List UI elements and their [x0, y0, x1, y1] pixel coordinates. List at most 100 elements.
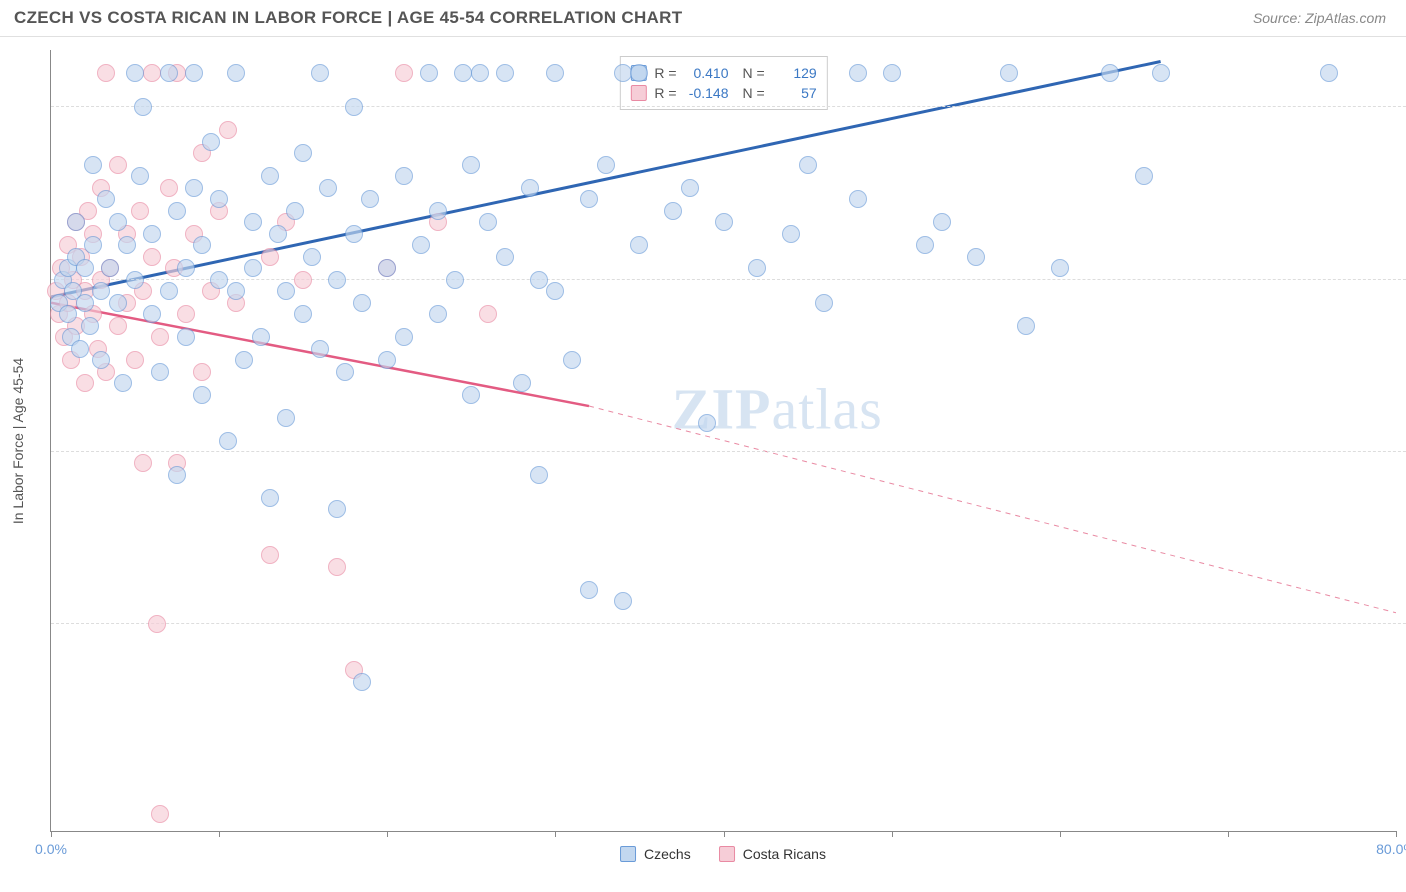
- scatter-point: [698, 414, 716, 432]
- gridline: [51, 279, 1406, 280]
- scatter-point: [143, 225, 161, 243]
- x-tick: [1060, 831, 1061, 837]
- scatter-point: [336, 363, 354, 381]
- scatter-point: [883, 64, 901, 82]
- regression-lines: [51, 50, 1396, 831]
- scatter-point: [580, 581, 598, 599]
- y-axis-title: In Labor Force | Age 45-54: [10, 358, 26, 524]
- scatter-point: [479, 305, 497, 323]
- scatter-point: [134, 454, 152, 472]
- watermark: ZIPatlas: [672, 376, 883, 443]
- scatter-point: [345, 98, 363, 116]
- scatter-point: [286, 202, 304, 220]
- chart-title: CZECH VS COSTA RICAN IN LABOR FORCE | AG…: [14, 8, 682, 28]
- scatter-point: [546, 282, 564, 300]
- scatter-point: [412, 236, 430, 254]
- scatter-point: [496, 64, 514, 82]
- scatter-point: [160, 282, 178, 300]
- scatter-point: [160, 179, 178, 197]
- scatter-point: [1051, 259, 1069, 277]
- scatter-point: [131, 167, 149, 185]
- legend-swatch: [719, 846, 735, 862]
- scatter-point: [148, 615, 166, 633]
- y-tick-label: 55.0%: [1401, 616, 1406, 632]
- scatter-point: [1101, 64, 1119, 82]
- scatter-point: [109, 156, 127, 174]
- scatter-point: [160, 64, 178, 82]
- scatter-point: [227, 282, 245, 300]
- scatter-point: [630, 64, 648, 82]
- scatter-point: [151, 363, 169, 381]
- scatter-point: [269, 225, 287, 243]
- scatter-point: [664, 202, 682, 220]
- scatter-point: [97, 190, 115, 208]
- scatter-point: [614, 592, 632, 610]
- x-tick: [51, 831, 52, 837]
- scatter-point: [185, 64, 203, 82]
- scatter-point: [101, 259, 119, 277]
- scatter-point: [151, 328, 169, 346]
- scatter-point: [151, 805, 169, 823]
- scatter-point: [849, 190, 867, 208]
- legend-stat-row: R =0.410N =129: [630, 63, 816, 83]
- scatter-point: [328, 500, 346, 518]
- scatter-point: [244, 213, 262, 231]
- scatter-point: [143, 64, 161, 82]
- scatter-point: [446, 271, 464, 289]
- scatter-point: [294, 305, 312, 323]
- scatter-point: [126, 351, 144, 369]
- scatter-point: [143, 305, 161, 323]
- scatter-point: [177, 328, 195, 346]
- scatter-point: [261, 546, 279, 564]
- scatter-point: [319, 179, 337, 197]
- scatter-point: [462, 156, 480, 174]
- legend-stat-text: R =0.410N =129: [654, 65, 816, 81]
- scatter-point: [378, 259, 396, 277]
- scatter-point: [311, 64, 329, 82]
- scatter-point: [109, 317, 127, 335]
- scatter-point: [454, 64, 472, 82]
- scatter-point: [131, 202, 149, 220]
- scatter-point: [76, 294, 94, 312]
- y-tick-label: 70.0%: [1401, 444, 1406, 460]
- chart-header: CZECH VS COSTA RICAN IN LABOR FORCE | AG…: [0, 0, 1406, 37]
- legend-label: Costa Ricans: [743, 846, 826, 862]
- plot-area: ZIPatlas R =0.410N =129R =-0.148N =57 55…: [50, 50, 1396, 832]
- x-tick: [724, 831, 725, 837]
- scatter-point: [71, 340, 89, 358]
- x-tick: [219, 831, 220, 837]
- scatter-point: [1017, 317, 1035, 335]
- scatter-point: [496, 248, 514, 266]
- scatter-point: [513, 374, 531, 392]
- scatter-point: [126, 64, 144, 82]
- gridline: [51, 623, 1406, 624]
- scatter-point: [328, 558, 346, 576]
- y-tick-label: 85.0%: [1401, 272, 1406, 288]
- scatter-point: [715, 213, 733, 231]
- scatter-point: [748, 259, 766, 277]
- legend-swatch: [620, 846, 636, 862]
- scatter-point: [462, 386, 480, 404]
- scatter-point: [429, 305, 447, 323]
- scatter-point: [210, 190, 228, 208]
- gridline: [51, 106, 1406, 107]
- scatter-point: [219, 121, 237, 139]
- x-tick: [1228, 831, 1229, 837]
- chart-area: In Labor Force | Age 45-54 ZIPatlas R =0…: [50, 50, 1396, 832]
- legend-stat-row: R =-0.148N =57: [630, 83, 816, 103]
- scatter-point: [530, 466, 548, 484]
- scatter-point: [261, 248, 279, 266]
- scatter-point: [614, 64, 632, 82]
- scatter-point: [395, 64, 413, 82]
- scatter-point: [168, 466, 186, 484]
- scatter-point: [361, 190, 379, 208]
- scatter-point: [177, 259, 195, 277]
- scatter-point: [1320, 64, 1338, 82]
- scatter-point: [244, 259, 262, 277]
- legend-series: CzechsCosta Ricans: [620, 846, 826, 862]
- scatter-point: [916, 236, 934, 254]
- scatter-point: [168, 202, 186, 220]
- y-tick-label: 100.0%: [1401, 99, 1406, 115]
- scatter-point: [92, 282, 110, 300]
- scatter-point: [97, 64, 115, 82]
